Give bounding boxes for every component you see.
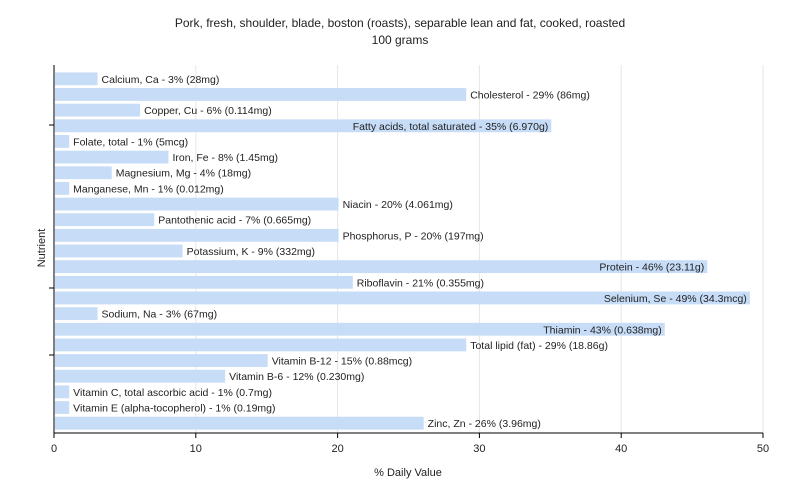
bar bbox=[55, 244, 183, 258]
bar-label: Total lipid (fat) - 29% (18.86g) bbox=[470, 340, 608, 352]
bar-label: Manganese, Mn - 1% (0.012mg) bbox=[73, 183, 224, 195]
bar bbox=[55, 213, 155, 227]
bar-label: Vitamin E (alpha-tocopherol) - 1% (0.19m… bbox=[73, 403, 275, 415]
bar bbox=[55, 88, 467, 101]
bar-label: Vitamin C, total ascorbic acid - 1% (0.7… bbox=[73, 387, 272, 399]
bar-label: Iron, Fe - 8% (1.45mg) bbox=[172, 152, 278, 164]
bar-label: Vitamin B-12 - 15% (0.88mcg) bbox=[272, 356, 412, 368]
y-axis-label: Nutrient bbox=[36, 229, 48, 268]
bar bbox=[55, 135, 70, 148]
chart-title: Pork, fresh, shoulder, blade, boston (ro… bbox=[175, 16, 625, 30]
bar-label: Thiamin - 43% (0.638mg) bbox=[543, 324, 661, 336]
bar-label: Selenium, Se - 49% (34.3mcg) bbox=[604, 293, 747, 305]
bar bbox=[55, 322, 665, 336]
bar bbox=[55, 416, 424, 430]
bar bbox=[55, 260, 708, 274]
bar-label: Sodium, Na - 3% (67mg) bbox=[102, 309, 218, 321]
bar-label: Vitamin B-6 - 12% (0.230mg) bbox=[229, 371, 364, 383]
bar bbox=[55, 228, 339, 242]
bar bbox=[55, 275, 353, 289]
bar-label: Niacin - 20% (4.061mg) bbox=[343, 199, 453, 211]
bar bbox=[55, 354, 268, 367]
bar bbox=[55, 307, 98, 321]
x-axis-label: % Daily Value bbox=[374, 467, 442, 479]
bar-label: Protein - 46% (23.11g) bbox=[599, 262, 704, 274]
x-tick-label: 10 bbox=[190, 443, 202, 455]
bar bbox=[55, 150, 169, 164]
x-tick-label: 50 bbox=[757, 443, 769, 455]
bar-label: Copper, Cu - 6% (0.114mg) bbox=[144, 105, 272, 117]
x-tick-label: 0 bbox=[51, 443, 57, 455]
bar-label: Potassium, K - 9% (332mg) bbox=[187, 246, 315, 258]
bar bbox=[55, 103, 141, 117]
bar bbox=[55, 338, 467, 352]
bar-label: Phosphorus, P - 20% (197mg) bbox=[343, 230, 484, 242]
bar bbox=[55, 166, 112, 180]
bar-label: Calcium, Ca - 3% (28mg) bbox=[102, 74, 220, 86]
bar-label: Cholesterol - 29% (86mg) bbox=[470, 89, 590, 101]
bar bbox=[55, 119, 552, 133]
bars-layer: Calcium, Ca - 3% (28mg) Cholesterol - 29%… bbox=[55, 72, 750, 430]
bar bbox=[55, 385, 70, 399]
bar-label: Zinc, Zn - 26% (3.96mg) bbox=[428, 418, 541, 430]
chart-subtitle: 100 grams bbox=[372, 33, 429, 47]
x-tick-label: 20 bbox=[331, 443, 343, 455]
bar bbox=[55, 197, 339, 211]
bar bbox=[55, 401, 70, 414]
x-tick-label: 30 bbox=[473, 443, 485, 455]
bar bbox=[55, 291, 750, 305]
bar-label: Fatty acids, total saturated - 35% (6.97… bbox=[353, 121, 549, 133]
x-tick-label: 40 bbox=[615, 443, 627, 455]
bar bbox=[55, 181, 70, 195]
bar-label: Folate, total - 1% (5mcg) bbox=[73, 136, 188, 148]
bar-label: Riboflavin - 21% (0.355mg) bbox=[357, 277, 484, 289]
axes-layer: 0 10 20 30 40 50 bbox=[49, 65, 769, 455]
bar-label: Pantothenic acid - 7% (0.665mg) bbox=[158, 215, 311, 227]
bar bbox=[55, 369, 226, 383]
bar-label: Magnesium, Mg - 4% (18mg) bbox=[116, 168, 251, 180]
bar bbox=[55, 72, 98, 86]
